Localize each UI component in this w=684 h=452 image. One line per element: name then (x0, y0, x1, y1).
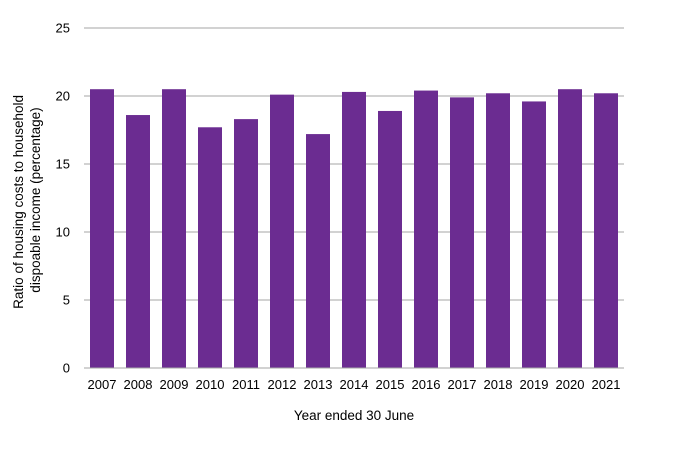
bar-2013 (306, 134, 330, 368)
y-tick-labels: 0 5 10 15 20 25 (56, 21, 70, 376)
x-tick-label: 2011 (232, 377, 260, 392)
y-axis-title-line-1: Ratio of housing costs to household (11, 95, 26, 309)
x-tick-label: 2009 (160, 377, 189, 392)
y-tick-label: 25 (56, 21, 70, 36)
x-axis-title: Year ended 30 June (294, 408, 414, 423)
y-tick-label: 15 (56, 157, 70, 172)
bar-2010 (198, 127, 222, 368)
x-tick-label: 2012 (268, 377, 297, 392)
bar-2008 (126, 115, 150, 368)
x-tick-label: 2018 (484, 377, 513, 392)
x-tick-label: 2008 (124, 377, 153, 392)
bar-2015 (378, 110, 402, 369)
y-tick-label: 20 (56, 89, 70, 104)
x-tick-label: 2020 (556, 377, 585, 392)
x-tick-label: 2010 (196, 377, 225, 392)
bar-2017 (450, 97, 474, 369)
bar-2019 (522, 101, 546, 368)
y-axis-title: Ratio of housing costs to household disp… (11, 91, 43, 309)
x-tick-label: 2007 (88, 377, 117, 392)
bar-2020 (558, 89, 582, 368)
x-tick-label: 2016 (412, 377, 441, 392)
x-tick-label: 2015 (376, 377, 405, 392)
bar-2014 (342, 91, 366, 369)
y-tick-label: 10 (56, 225, 70, 240)
bars (90, 89, 618, 369)
x-tick-label: 2021 (592, 377, 621, 392)
x-tick-label: 2019 (520, 377, 549, 392)
y-tick-label: 0 (63, 361, 70, 376)
bar-2007 (90, 89, 114, 368)
x-tick-label: 2017 (448, 377, 477, 392)
x-tick-labels: 2007 2008 2009 2010 2011 2012 2013 2014 2015 2016… (88, 377, 621, 392)
x-tick-label: 2013 (304, 377, 333, 392)
bar-2009 (162, 89, 186, 368)
bar-2016 (414, 90, 438, 368)
x-tick-label: 2014 (340, 377, 369, 392)
bar-2021 (594, 93, 618, 368)
bar-2011 (234, 119, 258, 369)
y-tick-label: 5 (63, 293, 70, 308)
bar-2018 (486, 93, 510, 368)
bar-2012 (270, 94, 294, 368)
y-axis-title-line-2: dispoable income (percentage) (28, 107, 43, 292)
